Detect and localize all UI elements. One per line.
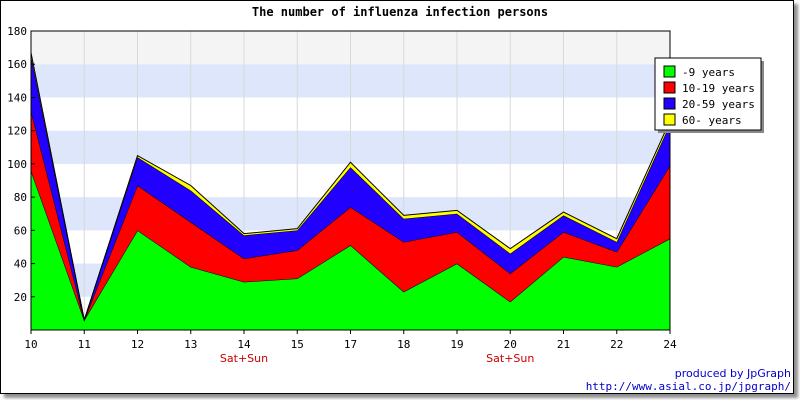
x-tick-label: 17 — [344, 338, 357, 351]
x-tick-label: 21 — [557, 338, 570, 351]
x-axis: 10 11 12 13 14 15 17 18 19 20 21 22 24 Sat+Sun Sat+Sun — [24, 330, 677, 365]
y-tick-label: 40 — [14, 258, 27, 271]
x-tick-label: 11 — [78, 338, 91, 351]
y-tick-label: 60 — [14, 224, 27, 237]
x-tick-label: 18 — [397, 338, 410, 351]
x-tick-label: 15 — [291, 338, 304, 351]
x-annotation-sat-sun: Sat+Sun — [220, 352, 268, 365]
x-tick-label: 20 — [504, 338, 517, 351]
footer-url-link[interactable]: http://www.asial.co.jp/jpgraph/ — [586, 380, 791, 393]
legend-swatch — [663, 113, 676, 126]
y-tick-label: 80 — [14, 191, 27, 204]
legend-label: 60- years — [682, 114, 742, 127]
legend: -9 years 10-19 years 20-59 years 60- years — [654, 57, 764, 133]
y-axis: 20 40 60 80 100 120 140 160 180 — [7, 25, 35, 304]
y-tick-label: 20 — [14, 291, 27, 304]
y-tick-label: 140 — [7, 91, 27, 104]
x-tick-label: 14 — [237, 338, 251, 351]
footer-produced-by: produced by JpGraph — [675, 367, 791, 380]
legend-label: -9 years — [682, 66, 735, 79]
stacked-areas — [30, 52, 671, 330]
y-tick-label: 120 — [7, 125, 27, 138]
legend-label: 20-59 years — [682, 98, 755, 111]
chart-title: The number of influenza infection person… — [252, 5, 548, 19]
y-tick-label: 180 — [7, 25, 27, 38]
x-tick-label: 22 — [610, 338, 623, 351]
area-9-years — [31, 170, 670, 330]
x-tick-label: 19 — [450, 338, 463, 351]
area-10-19-years — [31, 110, 670, 321]
legend-swatch — [663, 65, 676, 78]
x-annotation-sat-sun: Sat+Sun — [486, 352, 534, 365]
x-tick-label: 12 — [131, 338, 144, 351]
legend-swatch — [663, 97, 676, 110]
x-tick-label: 24 — [663, 338, 677, 351]
x-tick-label: 13 — [184, 338, 197, 351]
series-line — [30, 52, 671, 323]
y-tick-label: 100 — [7, 158, 27, 171]
area-60-years — [31, 52, 670, 321]
y-tick-label: 160 — [7, 58, 27, 71]
legend-label: 10-19 years — [682, 82, 755, 95]
x-tick-label: 10 — [24, 338, 37, 351]
legend-swatch — [663, 81, 676, 94]
